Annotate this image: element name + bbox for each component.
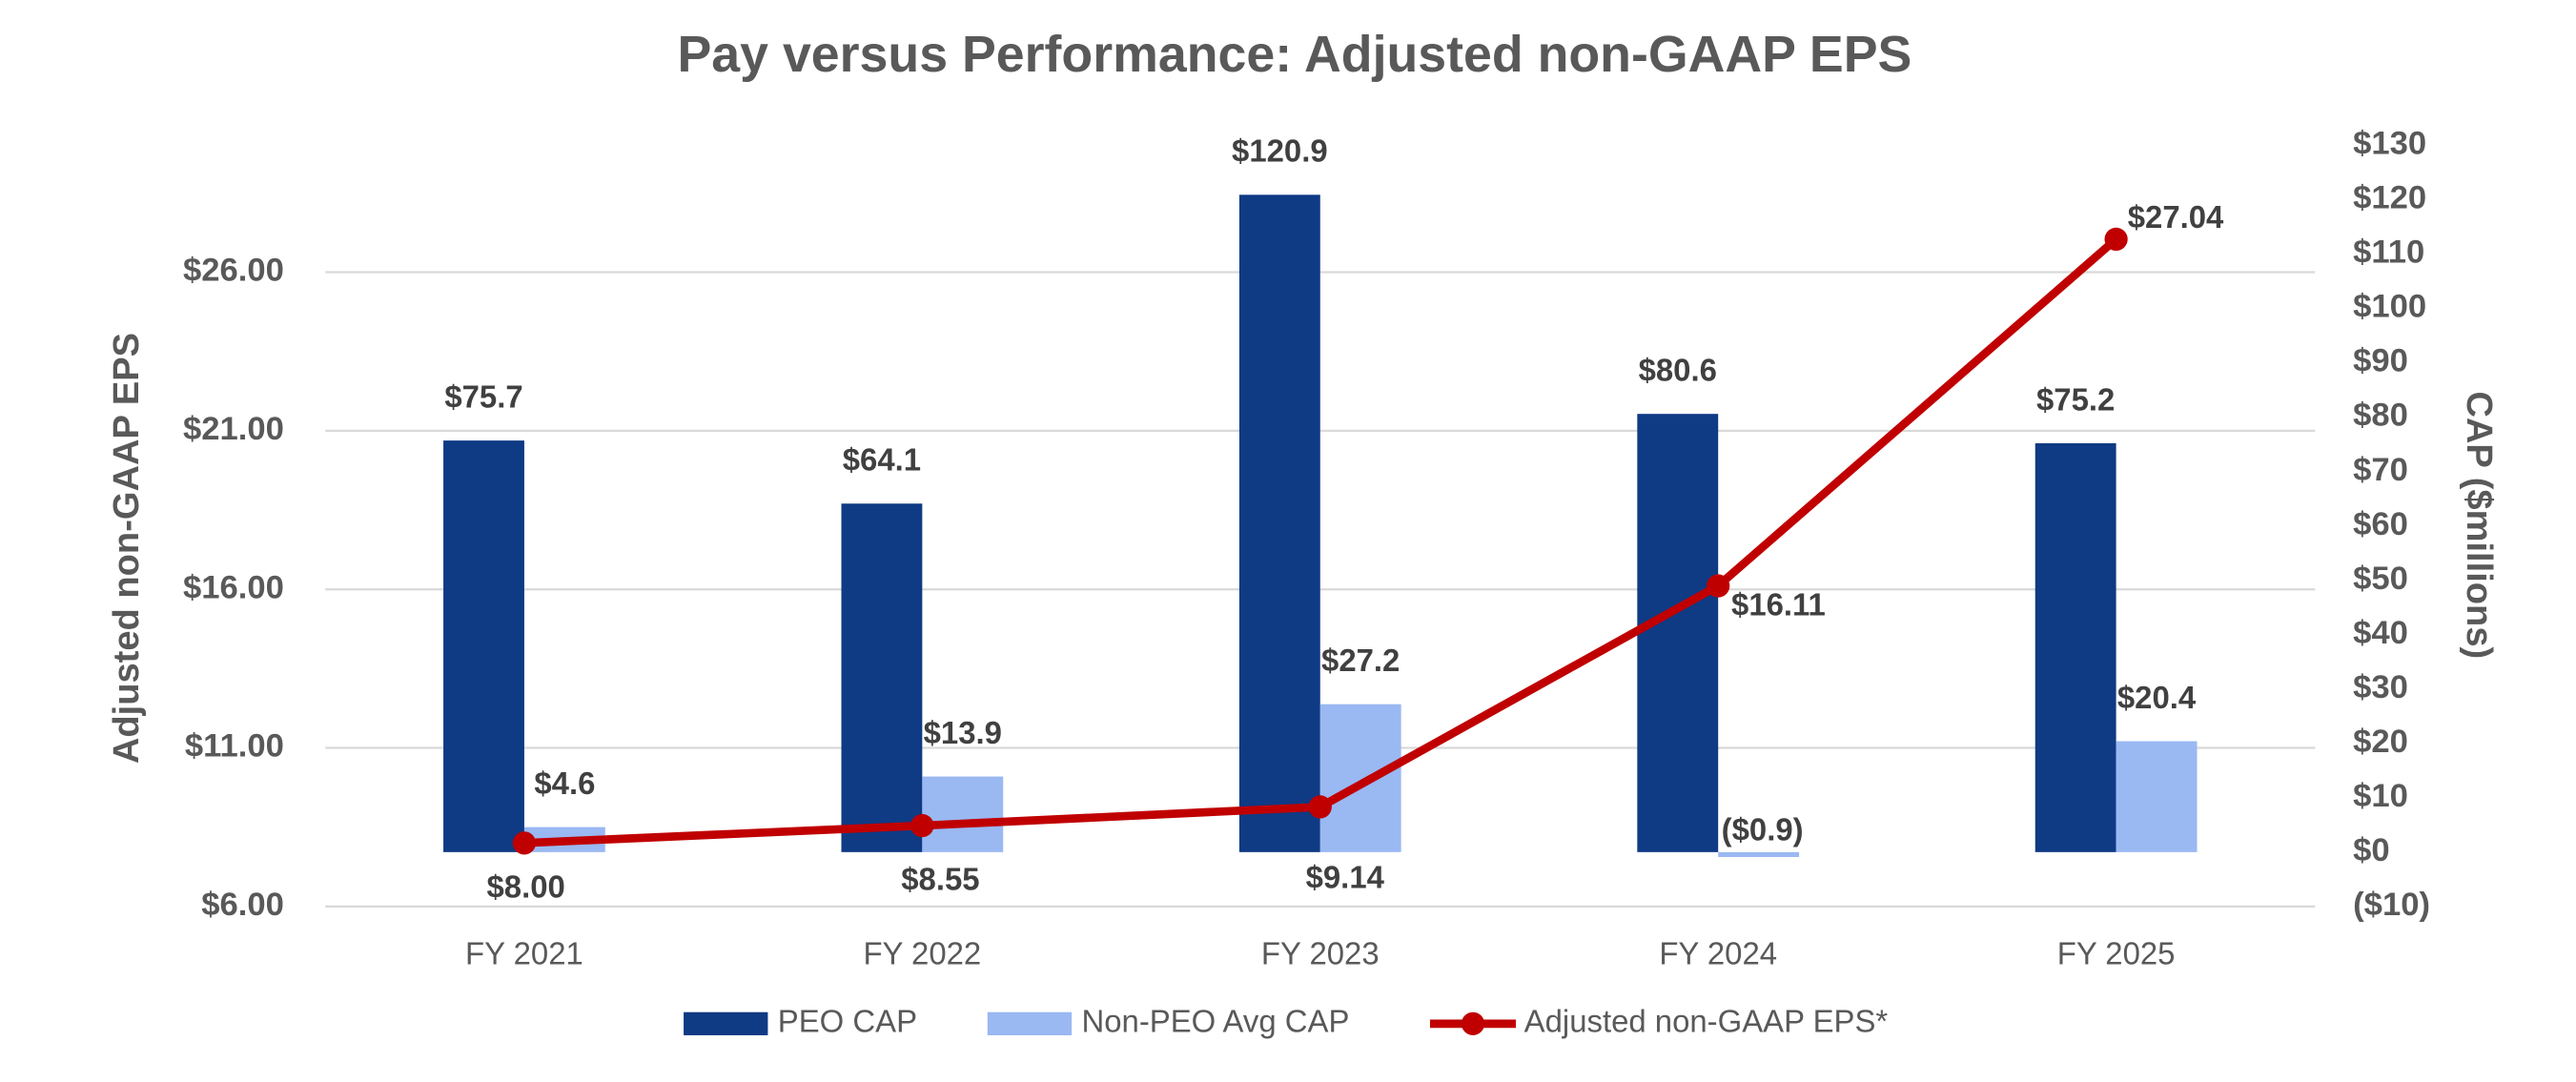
legend-marker: [1461, 1011, 1485, 1035]
y-tick-label: $11.00: [185, 728, 284, 765]
chart-title: Pay versus Performance: Adjusted non-GAA…: [678, 26, 1912, 83]
data-label: $16.11: [1731, 587, 1826, 623]
data-label: $75.2: [2036, 381, 2115, 417]
y-tick-label: $21.00: [183, 411, 284, 447]
y2-tick-label: $20: [2353, 724, 2408, 760]
y2-tick-label: $60: [2353, 506, 2408, 542]
y2-tick-label: $0: [2353, 832, 2390, 868]
line-point: [512, 831, 537, 855]
data-label: $4.6: [534, 766, 595, 801]
y2-tick-label: ($10): [2353, 887, 2430, 923]
legend-label: PEO CAP: [778, 1004, 917, 1039]
y-tick-label: $6.00: [201, 887, 284, 923]
bar: [443, 440, 524, 852]
legend-label: Adjusted non-GAAP EPS*: [1524, 1004, 1889, 1039]
bar: [922, 776, 1004, 852]
bar: [2116, 741, 2198, 852]
y2-tick-label: $40: [2353, 615, 2408, 651]
y2-tick-label: $80: [2353, 398, 2408, 434]
line-point: [910, 813, 934, 838]
bar: [1718, 851, 1800, 857]
y2-tick-label: $110: [2353, 235, 2424, 271]
y2-tick-label: $130: [2353, 126, 2426, 162]
bar: [2034, 442, 2116, 852]
data-label: $8.00: [487, 869, 565, 905]
y2-tick-label: $100: [2353, 289, 2426, 325]
data-label: ($0.9): [1722, 812, 1804, 847]
line-point: [2104, 227, 2128, 252]
y-tick-label: $26.00: [183, 253, 284, 289]
line-point: [1707, 574, 1730, 598]
y2-tick-label: $50: [2353, 561, 2408, 597]
legend-label: Non-PEO Avg CAP: [1081, 1004, 1349, 1039]
x-tick-label: FY 2025: [2057, 936, 2176, 971]
legend-swatch: [684, 1011, 768, 1035]
x-tick-label: FY 2021: [465, 936, 583, 971]
y2-axis-label: CAP ($millions): [2459, 391, 2499, 659]
bar: [841, 503, 923, 852]
data-label: $75.7: [444, 378, 522, 414]
data-label: $8.55: [901, 862, 979, 897]
data-label: $13.9: [924, 715, 1002, 750]
bar: [1238, 194, 1320, 852]
bar: [1319, 704, 1401, 852]
y2-tick-label: $10: [2353, 778, 2408, 814]
y-tick-label: $16.00: [183, 569, 284, 605]
x-tick-label: FY 2024: [1659, 936, 1777, 971]
y2-tick-label: $120: [2353, 180, 2426, 216]
bar: [1637, 414, 1719, 852]
data-label: $9.14: [1306, 859, 1385, 894]
data-label: $64.1: [843, 442, 921, 478]
legend-swatch: [987, 1011, 1073, 1035]
data-label: $120.9: [1232, 133, 1328, 169]
data-label: $20.4: [2117, 680, 2197, 715]
y2-tick-label: $90: [2353, 343, 2408, 379]
line-point: [1308, 795, 1332, 819]
data-label: $27.04: [2128, 199, 2224, 235]
y-axis-label: Adjusted non-GAAP EPS: [107, 333, 147, 764]
y2-tick-label: $70: [2353, 452, 2408, 488]
data-label: $27.2: [1321, 643, 1400, 678]
x-tick-label: FY 2022: [863, 936, 981, 971]
x-tick-label: FY 2023: [1261, 936, 1380, 971]
y2-tick-label: $30: [2353, 669, 2408, 705]
data-label: $80.6: [1639, 353, 1717, 388]
